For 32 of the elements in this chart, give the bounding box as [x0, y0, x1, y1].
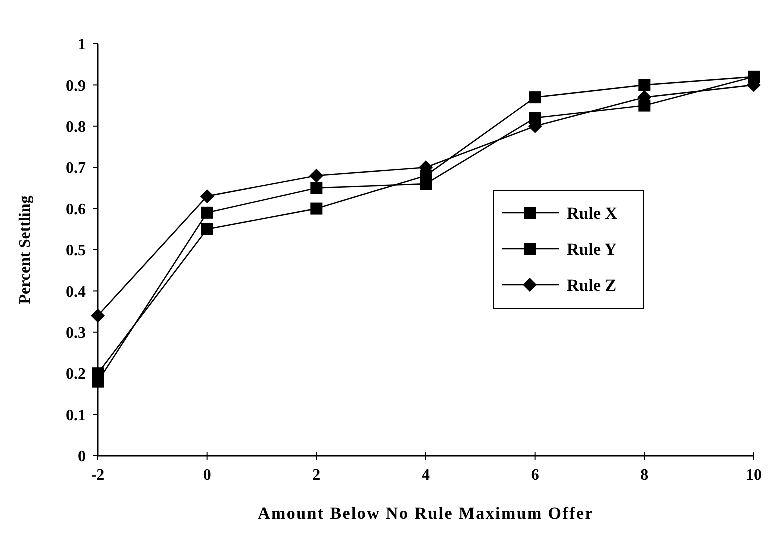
x-tick-label: 2	[312, 467, 321, 484]
y-tick-label: 0.6	[66, 201, 86, 218]
y-tick-label: 0.4	[66, 284, 86, 301]
y-tick-label: 0.8	[66, 119, 86, 136]
y-tick-label: 0.1	[66, 407, 86, 424]
x-axis-title: Amount Below No Rule Maximum Offer	[258, 504, 594, 523]
legend-label: Rule X	[567, 204, 618, 223]
y-tick-label: 0.7	[66, 160, 86, 178]
y-tick-label: 0	[78, 448, 86, 466]
point	[91, 308, 105, 323]
point	[529, 92, 542, 104]
y-tick-label: 0.2	[66, 366, 86, 384]
x-tick-label: 0	[203, 467, 212, 484]
y-tick-label: 0.9	[66, 78, 86, 95]
x-tick-label: 6	[531, 467, 540, 484]
point	[310, 202, 323, 215]
legend-label: Rule Z	[567, 276, 617, 295]
x-tick-label: -2	[91, 467, 105, 484]
point	[200, 189, 214, 204]
y-tick-label: 0.3	[66, 325, 86, 342]
x-tick-label: 4	[422, 467, 430, 484]
point	[201, 206, 214, 219]
x-tick-label: 8	[640, 467, 649, 484]
y-tick-label: 0.5	[66, 242, 86, 260]
y-axis-title: Percent Settling	[17, 196, 34, 304]
point	[638, 79, 651, 92]
point	[310, 182, 323, 194]
x-tick-label: 10	[746, 467, 762, 484]
y-tick-label: 1	[78, 36, 86, 54]
point	[310, 168, 324, 183]
point	[201, 223, 214, 236]
legend-label: Rule Y	[567, 240, 617, 259]
